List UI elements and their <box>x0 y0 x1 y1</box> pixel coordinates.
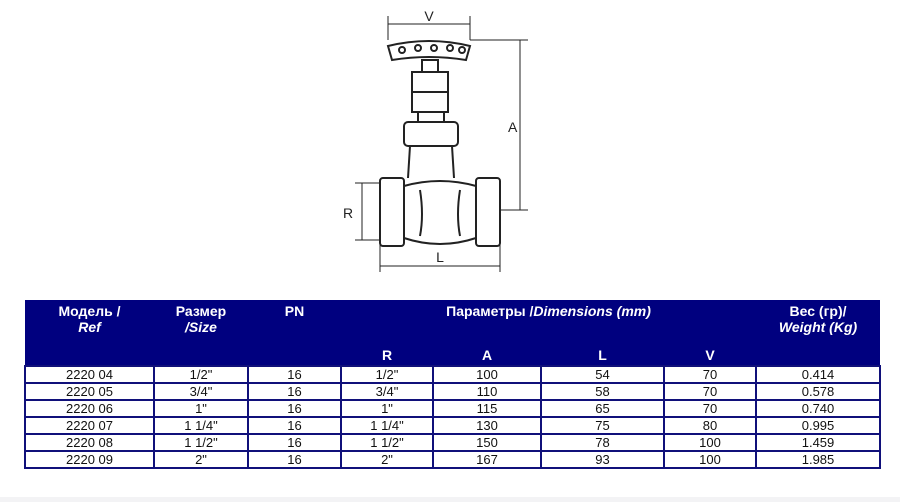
table-cell: 1 1/4" <box>153 416 249 435</box>
table-cell: 1" <box>153 399 249 418</box>
table-row: 2220 04 1/2" 16 1/2" 100 54 70 0.414 <box>24 365 882 384</box>
header-model: Модель / Ref <box>25 300 154 341</box>
table-cell: 58 <box>540 382 665 401</box>
label-a: A <box>508 119 518 135</box>
table-cell: 16 <box>247 416 342 435</box>
table-cell: 70 <box>662 399 758 418</box>
table-cell: 70 <box>662 382 758 401</box>
table-row: 2220 08 1 1/2" 16 1 1/2" 150 78 100 1.459 <box>24 433 882 452</box>
table-cell: 1.459 <box>755 433 882 452</box>
table-cell: 16 <box>247 450 342 469</box>
table-cell: 2220 06 <box>24 399 155 418</box>
table-cell: 3/4" <box>340 382 434 401</box>
table-cell: 1.985 <box>755 450 882 469</box>
table-cell: 100 <box>662 433 758 452</box>
header-r: R <box>341 341 433 366</box>
table-cell: 2220 04 <box>24 365 155 384</box>
gate-valve-drawing: V A R L <box>343 8 528 272</box>
table-cell: 2" <box>153 450 249 469</box>
table-cell: 16 <box>247 365 342 384</box>
specifications-table: Модель / Ref Размер/Size PN Параметры /Di… <box>24 300 882 469</box>
table-cell: 115 <box>432 399 542 418</box>
table-cell: 2220 08 <box>24 433 155 452</box>
table-cell: 100 <box>432 365 542 384</box>
table-row: 2220 05 3/4" 16 3/4" 110 58 70 0.578 <box>24 382 882 401</box>
valve-body <box>379 40 501 247</box>
table-cell: 130 <box>432 416 542 435</box>
table-cell: 0.995 <box>755 416 882 435</box>
table-cell: 2220 05 <box>24 382 155 401</box>
table-cell: 1 1/2" <box>340 433 434 452</box>
table-cell: 0.414 <box>755 365 882 384</box>
table-cell: 110 <box>432 382 542 401</box>
dimension-r: R <box>343 182 380 241</box>
table-cell: 16 <box>247 382 342 401</box>
table-cell: 80 <box>662 416 758 435</box>
table-cell: 65 <box>540 399 665 418</box>
label-v: V <box>424 8 434 24</box>
table-cell: 1 1/2" <box>153 433 249 452</box>
table-cell: 93 <box>540 450 665 469</box>
header-a: A <box>433 341 541 366</box>
table-cell: 0.578 <box>755 382 882 401</box>
label-r: R <box>343 205 353 221</box>
table-cell: 2220 09 <box>24 450 155 469</box>
table-cell: 16 <box>247 433 342 452</box>
table-cell: 2220 07 <box>24 416 155 435</box>
table-cell: 1" <box>340 399 434 418</box>
header-weight: Вес (гр)/Weight (Kg) <box>756 300 881 341</box>
table-row: 2220 07 1 1/4" 16 1 1/4" 130 75 80 0.995 <box>24 416 882 435</box>
table-cell: 78 <box>540 433 665 452</box>
dimension-a: A <box>470 39 528 211</box>
table-cell: 1 1/4" <box>340 416 434 435</box>
table-cell: 75 <box>540 416 665 435</box>
table-cell: 2" <box>340 450 434 469</box>
table-row: 2220 06 1" 16 1" 115 65 70 0.740 <box>24 399 882 418</box>
table-cell: 167 <box>432 450 542 469</box>
table-row: 2220 09 2" 16 2" 167 93 100 1.985 <box>24 450 882 469</box>
table-cell: 3/4" <box>153 382 249 401</box>
subheader-row: R A L V <box>25 341 881 366</box>
header-l: L <box>541 341 664 366</box>
header-row: Модель / Ref Размер/Size PN Параметры /Di… <box>25 300 881 341</box>
header-v: V <box>664 341 757 366</box>
table-cell: 0.740 <box>755 399 882 418</box>
table-cell: 16 <box>247 399 342 418</box>
label-l: L <box>436 249 444 265</box>
header-size: Размер/Size <box>154 300 248 341</box>
table-cell: 150 <box>432 433 542 452</box>
dimension-v: V <box>387 8 471 40</box>
bottom-strip <box>0 497 900 502</box>
table-cell: 70 <box>662 365 758 384</box>
header-dimensions: Параметры /Dimensions (mm) <box>341 300 757 341</box>
table-cell: 54 <box>540 365 665 384</box>
dimension-l: L <box>379 245 501 272</box>
table-cell: 100 <box>662 450 758 469</box>
table-cell: 1/2" <box>340 365 434 384</box>
header-pn: PN <box>248 300 341 341</box>
table-cell: 1/2" <box>153 365 249 384</box>
